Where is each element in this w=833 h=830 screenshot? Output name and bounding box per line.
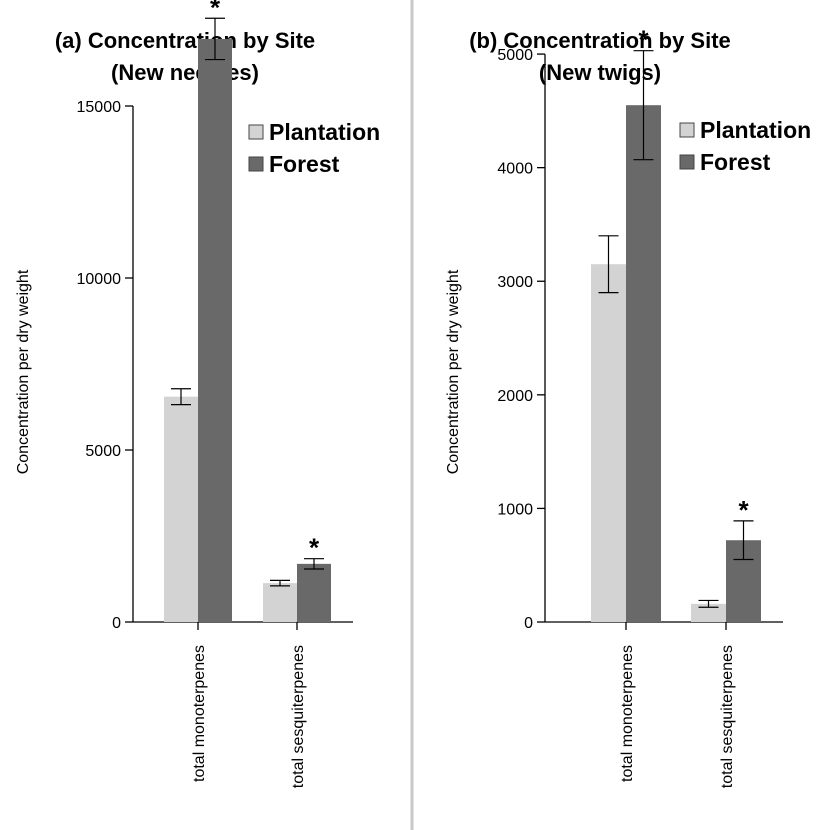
- significance-marker: *: [309, 533, 320, 563]
- legend-swatch-plantation: [248, 124, 264, 140]
- bar-plantation-0: [591, 264, 626, 622]
- chart-title-line-0: (a) Concentration by Site: [55, 28, 315, 53]
- significance-marker: *: [638, 25, 649, 55]
- legend-swatch-forest: [248, 156, 264, 172]
- y-tick-label: 0: [524, 615, 533, 632]
- bar-plantation-1: [263, 583, 297, 622]
- bar-forest-0: [198, 38, 232, 623]
- significance-marker: *: [210, 0, 221, 22]
- category-label: total sesquiterpenes: [719, 645, 736, 788]
- y-tick-label: 15000: [77, 99, 122, 116]
- category-label: total monoterpenes: [191, 645, 208, 782]
- y-tick-label: 5000: [85, 443, 121, 460]
- y-tick-label: 2000: [497, 388, 533, 405]
- y-axis-label: Concentration per dry weight: [15, 269, 32, 474]
- bar-plantation-1: [691, 603, 726, 622]
- bar-plantation-0: [164, 396, 198, 622]
- legend-swatch-forest: [679, 154, 695, 170]
- legend-label-forest: Forest: [700, 149, 771, 175]
- y-axis-label: Concentration per dry weight: [445, 269, 462, 474]
- chart-title-line-0: (b) Concentration by Site: [469, 28, 731, 53]
- significance-marker: *: [738, 495, 749, 525]
- bar-forest-0: [626, 105, 661, 623]
- y-tick-label: 5000: [497, 47, 533, 64]
- category-label: total monoterpenes: [619, 645, 636, 782]
- chart-panel-0: (a) Concentration by Site (New needles) 0 5…: [15, 0, 380, 788]
- category-label: total sesquiterpenes: [290, 645, 307, 788]
- legend-swatch-plantation: [679, 122, 695, 138]
- legend-label-plantation: Plantation: [269, 119, 380, 145]
- legend-label-forest: Forest: [269, 151, 340, 177]
- y-tick-label: 4000: [497, 161, 533, 178]
- y-tick-label: 0: [112, 615, 121, 632]
- chart-panel-1: (b) Concentration by Site (New twigs) 0 100…: [445, 25, 811, 789]
- chart-title-line-1: (New twigs): [539, 60, 661, 85]
- y-tick-label: 10000: [77, 271, 122, 288]
- bar-forest-1: [297, 563, 331, 622]
- legend-label-plantation: Plantation: [700, 117, 811, 143]
- y-tick-label: 3000: [497, 274, 533, 291]
- y-tick-label: 1000: [497, 501, 533, 518]
- chart-title-line-1: (New needles): [111, 60, 259, 85]
